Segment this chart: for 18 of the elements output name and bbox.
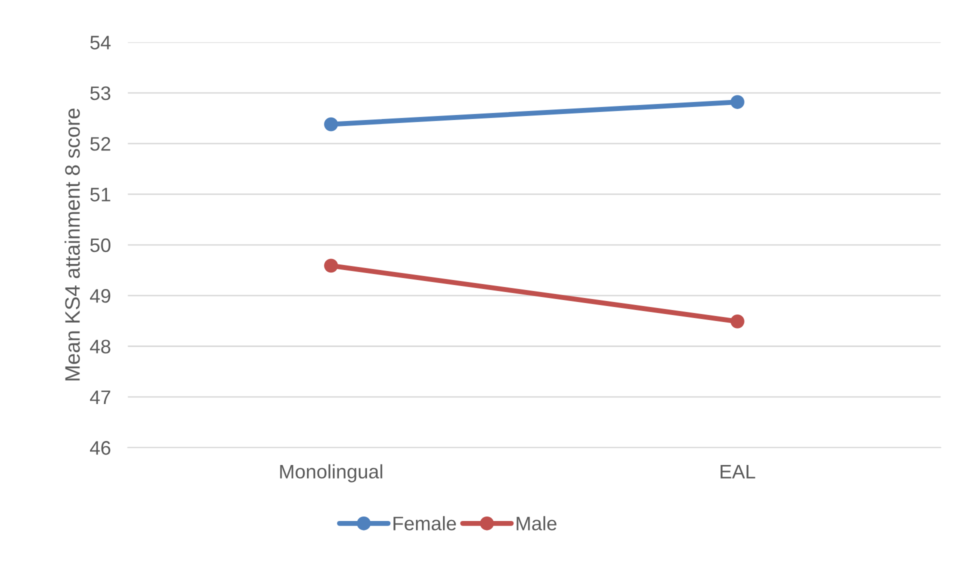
point xyxy=(730,314,744,328)
y-tick-label: 46 xyxy=(90,441,110,455)
y-tick-label: 49 xyxy=(90,289,110,303)
y-tick-label: 52 xyxy=(90,137,110,151)
x-tick-label: Monolingual xyxy=(280,464,382,482)
y-tick-label: 51 xyxy=(90,188,110,202)
y-tick-label: 53 xyxy=(90,86,110,100)
x-tick-label: EAL xyxy=(720,464,756,478)
point xyxy=(324,258,338,273)
legend-label: Male xyxy=(516,516,556,530)
point xyxy=(730,95,744,109)
y-tick-label: 47 xyxy=(90,390,110,404)
y-tick-label: 50 xyxy=(90,238,110,252)
y-tick-label: 54 xyxy=(90,36,111,50)
y-axis-title: Mean KS4 attainment 8 score xyxy=(64,108,80,380)
point xyxy=(324,117,338,132)
legend-label: Female xyxy=(394,516,456,530)
y-tick-label: 48 xyxy=(90,340,110,354)
